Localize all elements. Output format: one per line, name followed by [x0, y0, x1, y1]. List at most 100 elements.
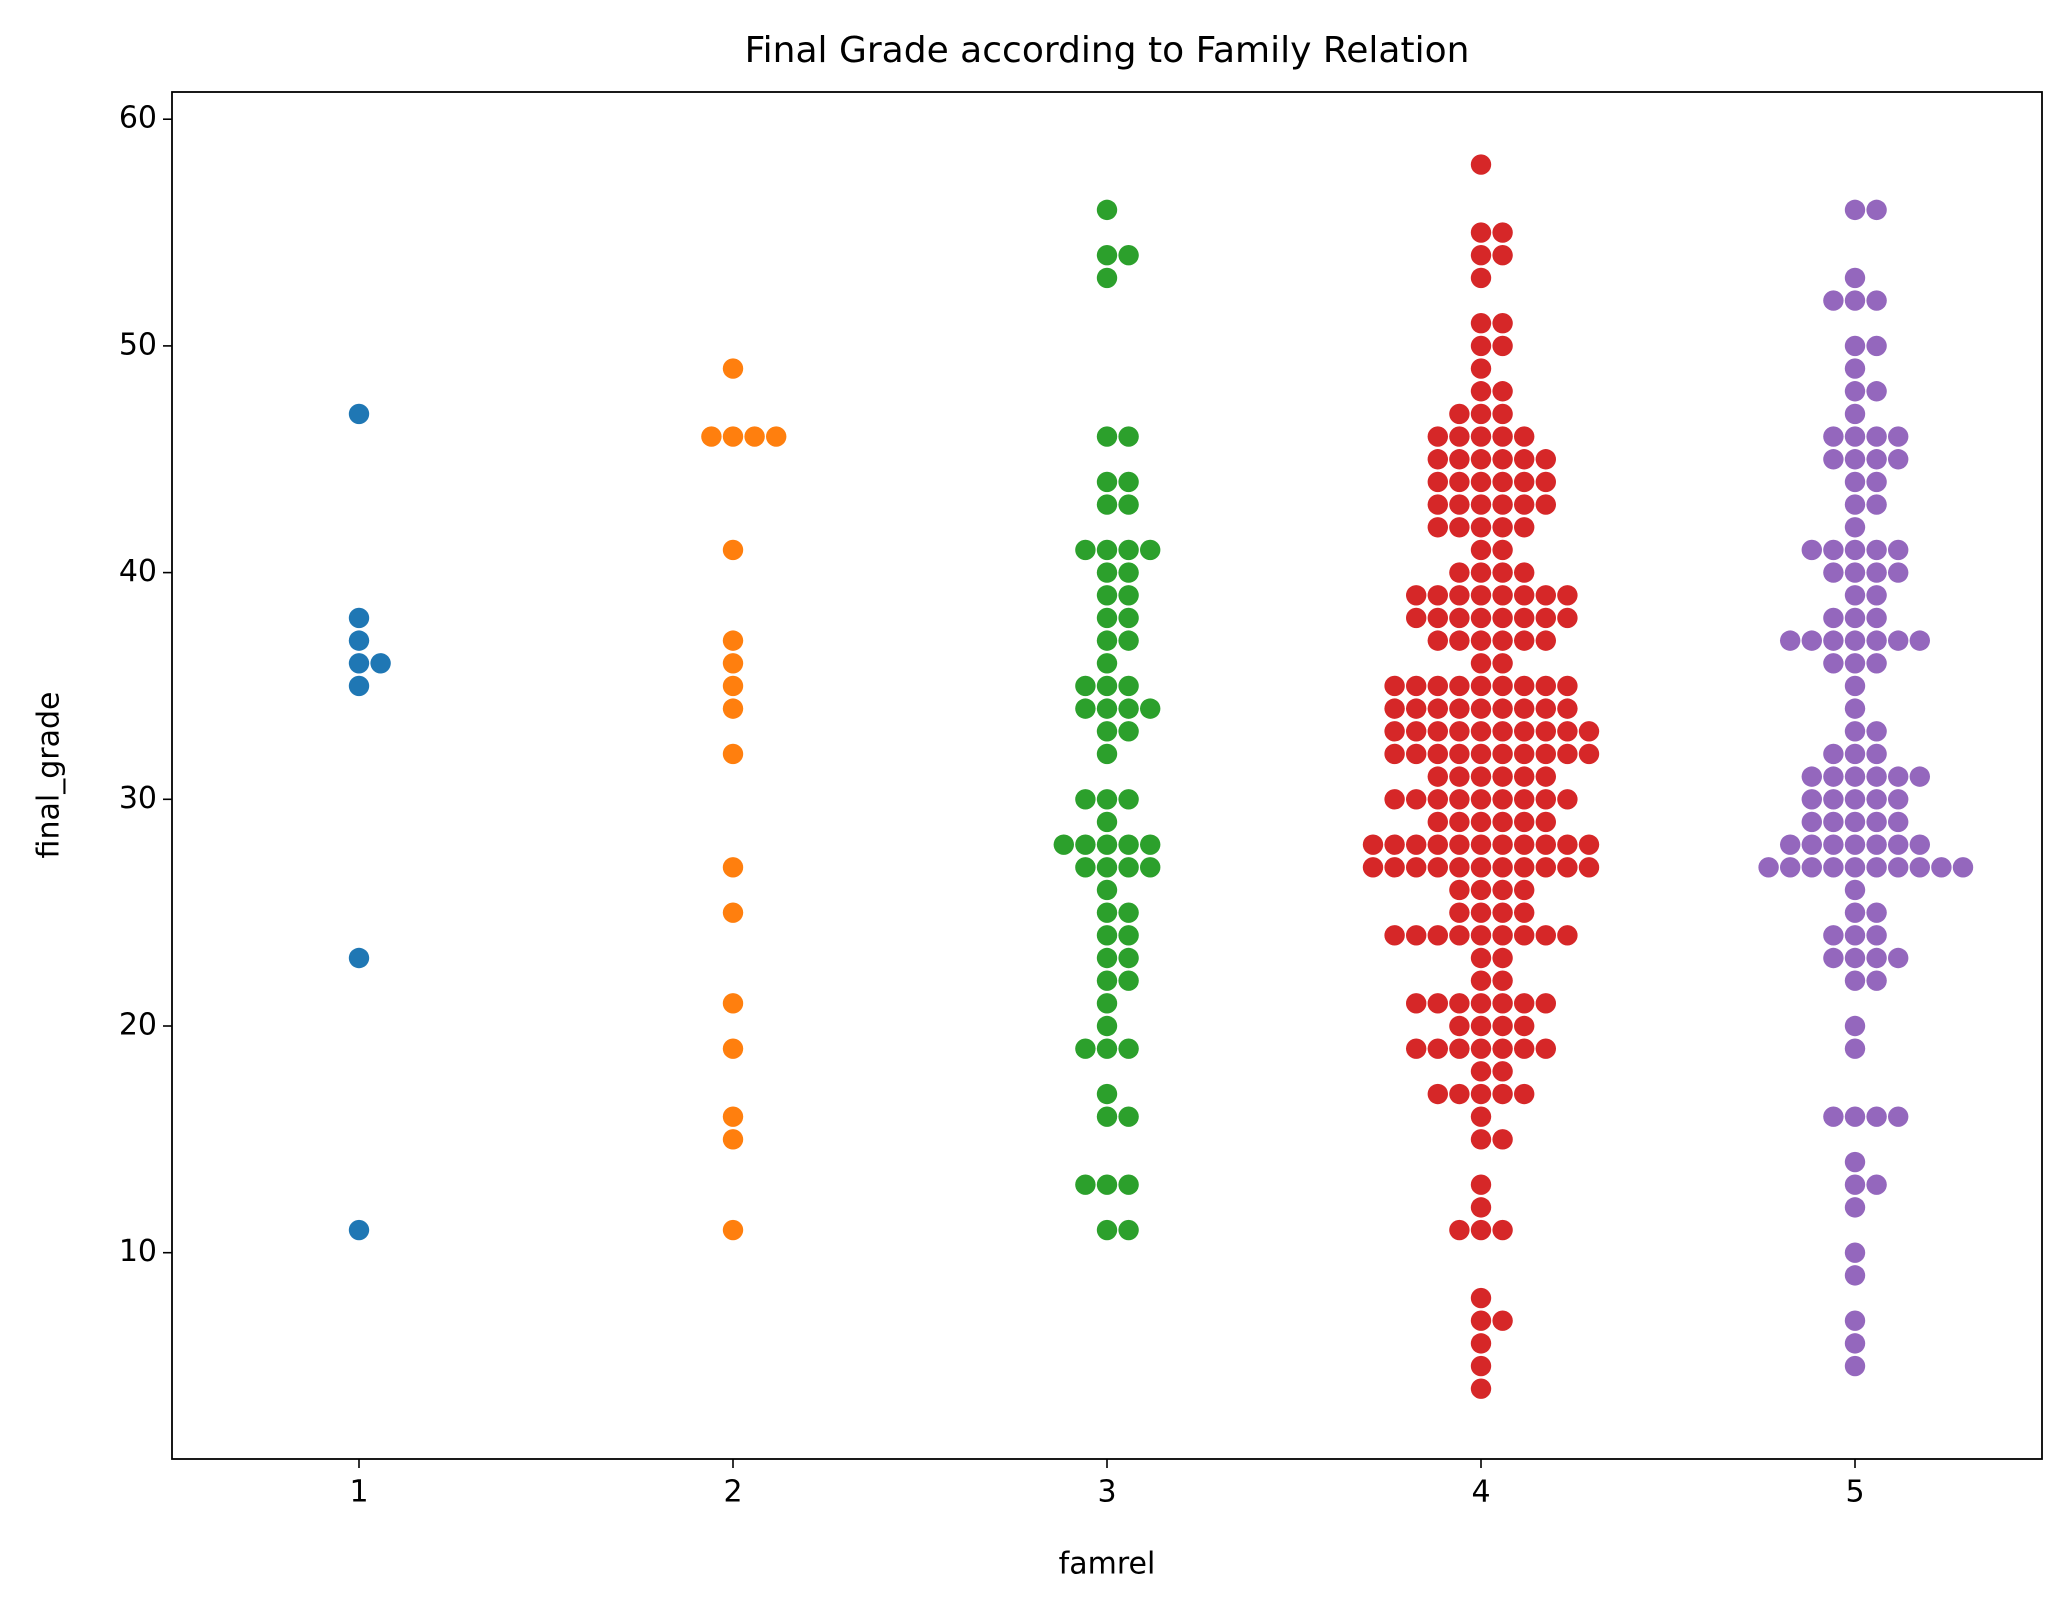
dot: [1844, 1310, 1866, 1331]
dot: [1866, 471, 1887, 493]
dot: [1096, 675, 1118, 697]
dot: [1118, 789, 1139, 810]
dot: [1449, 879, 1470, 901]
dot: [1888, 426, 1909, 447]
dot: [1096, 267, 1118, 289]
dot: [348, 675, 370, 697]
dot: [1449, 993, 1470, 1014]
dot: [1427, 789, 1449, 810]
dot: [1492, 698, 1513, 719]
dot: [1118, 585, 1139, 606]
dot: [722, 1129, 744, 1150]
dot: [1118, 1174, 1139, 1195]
dot: [1492, 721, 1513, 742]
dot: [1384, 925, 1405, 946]
dot: [1449, 517, 1470, 538]
dot: [1844, 539, 1866, 561]
dot: [1470, 834, 1492, 855]
dot: [1492, 902, 1513, 923]
dot: [1449, 1219, 1470, 1241]
dot: [1801, 811, 1823, 833]
dot: [1844, 902, 1866, 923]
dot: [1557, 721, 1578, 742]
dot: [1952, 857, 1974, 878]
dot: [1801, 539, 1823, 561]
dot: [1578, 834, 1600, 855]
dot: [1470, 1287, 1492, 1309]
chart-title: Final Grade according to Family Relation: [745, 30, 1470, 71]
dot: [1096, 970, 1118, 991]
dot: [1470, 879, 1492, 901]
dot: [1514, 675, 1535, 697]
dot: [1823, 653, 1844, 674]
dot: [1096, 789, 1118, 810]
dot: [1844, 970, 1866, 991]
dot: [1384, 721, 1405, 742]
dot: [1096, 947, 1118, 969]
dot: [1118, 925, 1139, 946]
dot: [1866, 335, 1887, 357]
dot: [1075, 698, 1096, 719]
dot: [1844, 743, 1866, 765]
dot: [1492, 494, 1513, 515]
dot: [1470, 154, 1492, 175]
dot: [1844, 1015, 1866, 1037]
dot: [1449, 675, 1470, 697]
dot: [1844, 199, 1866, 221]
dot: [1823, 743, 1844, 765]
dot: [1866, 381, 1887, 402]
dot: [1535, 811, 1557, 833]
dot: [1844, 811, 1866, 833]
dot: [1844, 290, 1866, 311]
dot: [1888, 562, 1909, 583]
dot: [1909, 834, 1931, 855]
dot: [1406, 789, 1427, 810]
dot: [1470, 607, 1492, 629]
dot: [1492, 766, 1513, 787]
dot: [1075, 539, 1096, 561]
dot: [1449, 630, 1470, 651]
dot: [1758, 857, 1779, 878]
dot: [1449, 1083, 1470, 1105]
dot: [1557, 857, 1578, 878]
dot: [1470, 698, 1492, 719]
dot: [1535, 1038, 1557, 1059]
dot: [348, 403, 370, 425]
dot: [1823, 789, 1844, 810]
dot: [1866, 449, 1887, 470]
dot: [1866, 857, 1887, 878]
dot: [1470, 449, 1492, 470]
dot: [1492, 743, 1513, 765]
dot: [1470, 811, 1492, 833]
dot: [1427, 426, 1449, 447]
dot: [1406, 607, 1427, 629]
dot: [1118, 721, 1139, 742]
dot: [1384, 834, 1405, 855]
dot: [1427, 675, 1449, 697]
dot: [1492, 1310, 1513, 1331]
dot: [1578, 857, 1600, 878]
y-tick-label: 50: [119, 327, 157, 362]
dot: [1427, 993, 1449, 1014]
dot: [1514, 698, 1535, 719]
dot: [1557, 743, 1578, 765]
dot: [1449, 721, 1470, 742]
dot: [1514, 993, 1535, 1014]
dot: [1449, 834, 1470, 855]
dot: [1888, 539, 1909, 561]
dot: [1866, 653, 1887, 674]
dot: [722, 902, 744, 923]
dot: [1492, 539, 1513, 561]
dot: [1427, 1083, 1449, 1105]
dot: [1844, 562, 1866, 583]
dot: [1449, 902, 1470, 923]
dot: [1844, 675, 1866, 697]
dot: [1096, 993, 1118, 1014]
dot: [1492, 403, 1513, 425]
dot: [1470, 517, 1492, 538]
dot: [1888, 449, 1909, 470]
dot: [1801, 857, 1823, 878]
dot: [1514, 811, 1535, 833]
dot: [1557, 698, 1578, 719]
dot: [1823, 426, 1844, 447]
